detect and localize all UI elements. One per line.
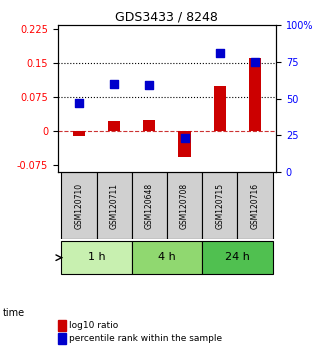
FancyBboxPatch shape — [237, 172, 273, 239]
Text: GSM120710: GSM120710 — [74, 183, 83, 229]
Bar — [249, 58, 261, 131]
Text: GSM120711: GSM120711 — [109, 183, 119, 229]
FancyBboxPatch shape — [97, 172, 132, 239]
Bar — [73, 131, 85, 136]
Text: percentile rank within the sample: percentile rank within the sample — [69, 334, 222, 343]
Point — [182, 136, 187, 141]
Text: GSM120716: GSM120716 — [250, 183, 259, 229]
Text: 24 h: 24 h — [225, 252, 250, 262]
Point — [252, 59, 257, 64]
Text: log10 ratio: log10 ratio — [69, 321, 118, 330]
Point — [217, 50, 222, 56]
Point — [147, 82, 152, 88]
Text: GSM120648: GSM120648 — [145, 183, 154, 229]
Bar — [178, 131, 191, 157]
Text: 4 h: 4 h — [158, 252, 176, 262]
Title: GDS3433 / 8248: GDS3433 / 8248 — [116, 11, 218, 24]
FancyBboxPatch shape — [202, 172, 237, 239]
FancyBboxPatch shape — [61, 241, 132, 274]
Point — [76, 100, 82, 106]
Text: time: time — [3, 308, 25, 318]
Text: GSM120715: GSM120715 — [215, 183, 224, 229]
Bar — [108, 121, 120, 131]
Text: GSM120708: GSM120708 — [180, 183, 189, 229]
Bar — [143, 120, 155, 131]
Bar — [213, 86, 226, 131]
FancyBboxPatch shape — [132, 241, 202, 274]
FancyBboxPatch shape — [167, 172, 202, 239]
FancyBboxPatch shape — [132, 172, 167, 239]
FancyBboxPatch shape — [61, 172, 97, 239]
Text: 1 h: 1 h — [88, 252, 105, 262]
Point — [111, 81, 117, 87]
FancyBboxPatch shape — [202, 241, 273, 274]
